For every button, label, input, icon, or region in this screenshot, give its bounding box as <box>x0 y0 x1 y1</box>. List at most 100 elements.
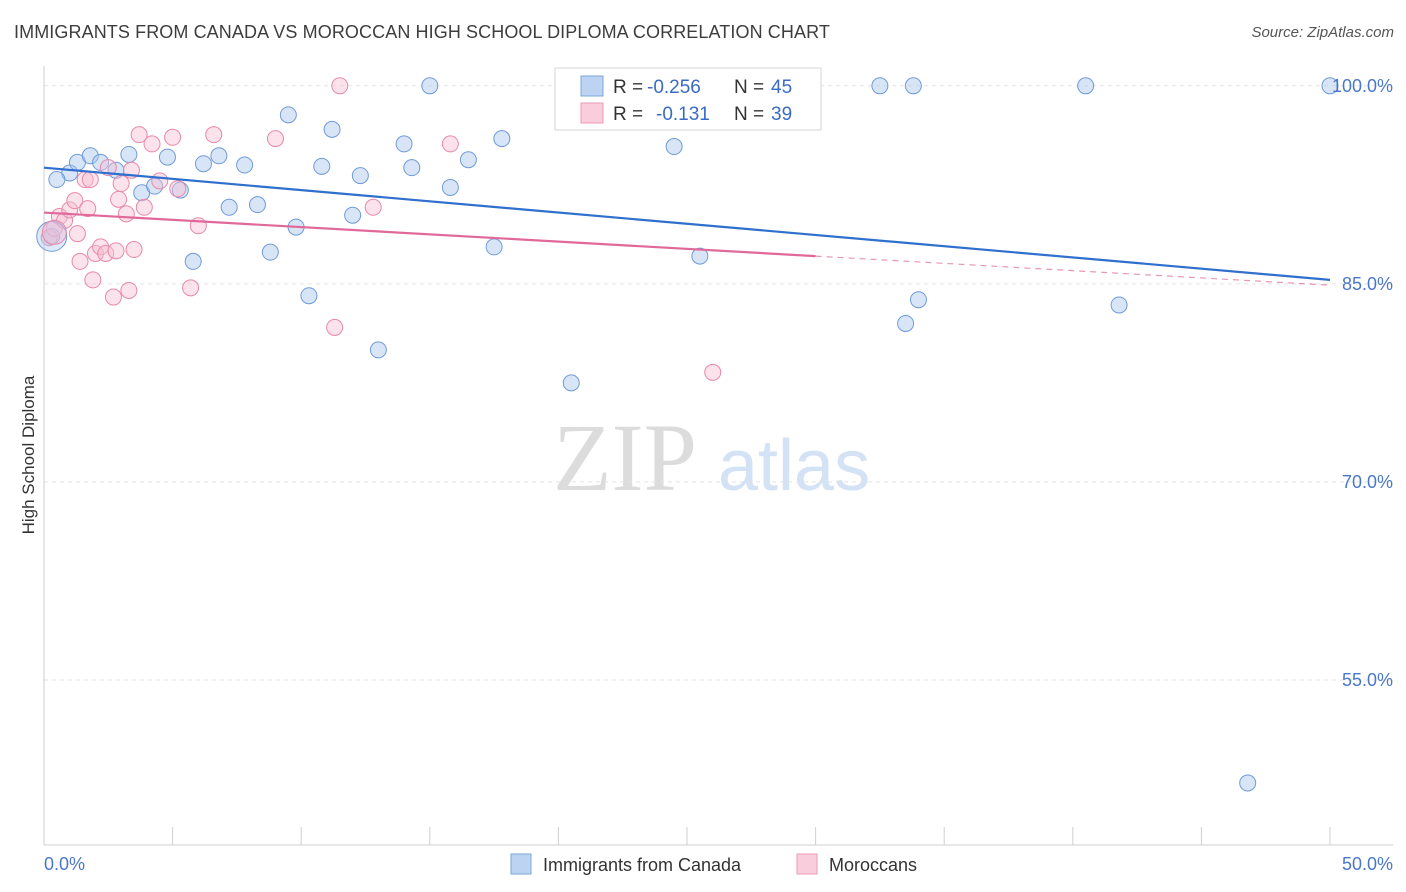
canada-point-33 <box>562 374 580 392</box>
legend-r-label-canada: R = <box>613 77 643 98</box>
moroccan-trend-extension <box>815 255 1331 286</box>
x-tick-label-max: 50.0% <box>1342 854 1393 874</box>
series-legend-label-moroccans: Moroccans <box>829 855 917 875</box>
moroccan-point-23 <box>125 241 143 259</box>
moroccan-point-24 <box>130 126 148 144</box>
canada-point-43 <box>1239 774 1257 792</box>
canada-point-31 <box>485 238 503 256</box>
canada-point-24 <box>351 167 369 185</box>
moroccan-point-27 <box>151 172 169 190</box>
legend-n-label-moroccans: N = <box>734 104 764 125</box>
moroccan-point-30 <box>182 279 200 297</box>
axes <box>43 66 1393 846</box>
legend-n-value-moroccans: 39 <box>771 104 792 125</box>
moroccan-point-36 <box>364 198 382 216</box>
y-tick-labels: 100.0% 85.0% 70.0% 55.0% <box>1332 76 1393 690</box>
legend-r-label-moroccans: R = <box>613 104 643 125</box>
canada-point-37 <box>897 314 915 332</box>
canada-point-35 <box>691 247 709 265</box>
moroccan-point-15 <box>99 159 117 177</box>
moroccan-trend-line <box>43 211 816 258</box>
legend-swatch-canada <box>580 75 604 97</box>
canada-point-6 <box>120 145 138 163</box>
moroccan-point-38 <box>704 363 722 381</box>
y-tick-label-3: 55.0% <box>1342 670 1393 690</box>
canada-point-16 <box>248 196 266 214</box>
moroccan-point-34 <box>326 318 344 336</box>
moroccan-point-32 <box>205 126 223 144</box>
canada-point-21 <box>313 157 331 175</box>
canada-point-38 <box>904 77 922 95</box>
y-tick-label-0: 100.0% <box>1332 76 1393 96</box>
moroccan-point-5 <box>66 192 84 210</box>
canada-point-17 <box>261 243 279 261</box>
chart-title: IMMIGRANTS FROM CANADA VS MOROCCAN HIGH … <box>14 22 830 42</box>
moroccan-point-7 <box>71 252 89 270</box>
series-legend-swatch-moroccans <box>796 853 818 875</box>
canada-point-11 <box>184 252 202 270</box>
series-legend-label-canada: Immigrants from Canada <box>543 855 742 875</box>
moroccan-point-26 <box>143 135 161 153</box>
moroccan-point-37 <box>441 135 459 153</box>
trend-lines <box>43 166 1331 286</box>
canada-point-22 <box>323 120 341 138</box>
x-tick-label-min: 0.0% <box>44 854 85 874</box>
canada-point-29 <box>441 178 459 196</box>
stats-legend: R = -0.256 N = 45 R = -0.131 N = 39 <box>554 67 822 131</box>
moroccan-point-35 <box>331 77 349 95</box>
series-legend-swatch-canada <box>510 853 532 875</box>
moroccan-point-25 <box>135 198 153 216</box>
legend-r-value-moroccans: -0.131 <box>656 104 710 125</box>
canada-point-36 <box>871 77 889 95</box>
y-tick-label-1: 85.0% <box>1342 274 1393 294</box>
canada-point-3 <box>81 147 99 165</box>
chart-source: Source: ZipAtlas.com <box>1251 24 1394 41</box>
moroccan-point-11 <box>84 271 102 289</box>
moroccan-point-21 <box>120 281 138 299</box>
canada-point-20 <box>300 287 318 305</box>
canada-point-30 <box>459 151 477 169</box>
legend-n-value-canada: 45 <box>771 77 792 98</box>
moroccan-point-9 <box>81 171 99 189</box>
gridlines <box>44 85 1393 681</box>
canada-point-27 <box>403 159 421 177</box>
moroccan-point-6 <box>68 225 86 243</box>
series-legend: Immigrants from Canada Moroccans <box>510 853 917 875</box>
moroccan-point-0 <box>40 229 58 247</box>
moroccan-point-16 <box>104 288 122 306</box>
watermark: ZIP atlas <box>553 404 870 511</box>
moroccan-point-19 <box>112 175 130 193</box>
moroccan-cluster-point <box>41 219 67 245</box>
canada-point-41 <box>1110 296 1128 314</box>
canada-point-23 <box>344 206 362 224</box>
moroccan-point-10 <box>79 200 97 218</box>
canada-point-28 <box>421 77 439 95</box>
moroccan-point-28 <box>164 128 182 146</box>
canada-point-32 <box>493 130 511 148</box>
moroccan-point-33 <box>266 130 284 148</box>
canada-point-26 <box>395 135 413 153</box>
data-points <box>36 77 1339 792</box>
canada-point-25 <box>369 341 387 359</box>
canada-point-13 <box>210 147 228 165</box>
legend-swatch-moroccans <box>580 102 604 124</box>
moroccan-point-17 <box>107 242 125 260</box>
watermark-atlas: atlas <box>718 426 870 506</box>
canada-point-39 <box>909 291 927 309</box>
canada-point-15 <box>236 156 254 174</box>
legend-n-label-canada: N = <box>734 77 764 98</box>
canada-point-18 <box>279 106 297 124</box>
canada-point-40 <box>1077 77 1095 95</box>
canada-point-44 <box>48 171 66 189</box>
canada-point-42 <box>1321 77 1339 95</box>
moroccan-point-20 <box>117 205 135 223</box>
moroccan-point-14 <box>97 244 115 262</box>
moroccan-point-29 <box>169 180 187 198</box>
moroccan-point-18 <box>110 190 128 208</box>
canada-point-14 <box>220 198 238 216</box>
watermark-zip: ZIP <box>553 404 697 511</box>
y-tick-label-2: 70.0% <box>1342 472 1393 492</box>
canada-point-34 <box>665 138 683 156</box>
y-axis-title: High School Diploma <box>19 375 38 534</box>
legend-r-value-canada: -0.256 <box>647 77 701 98</box>
